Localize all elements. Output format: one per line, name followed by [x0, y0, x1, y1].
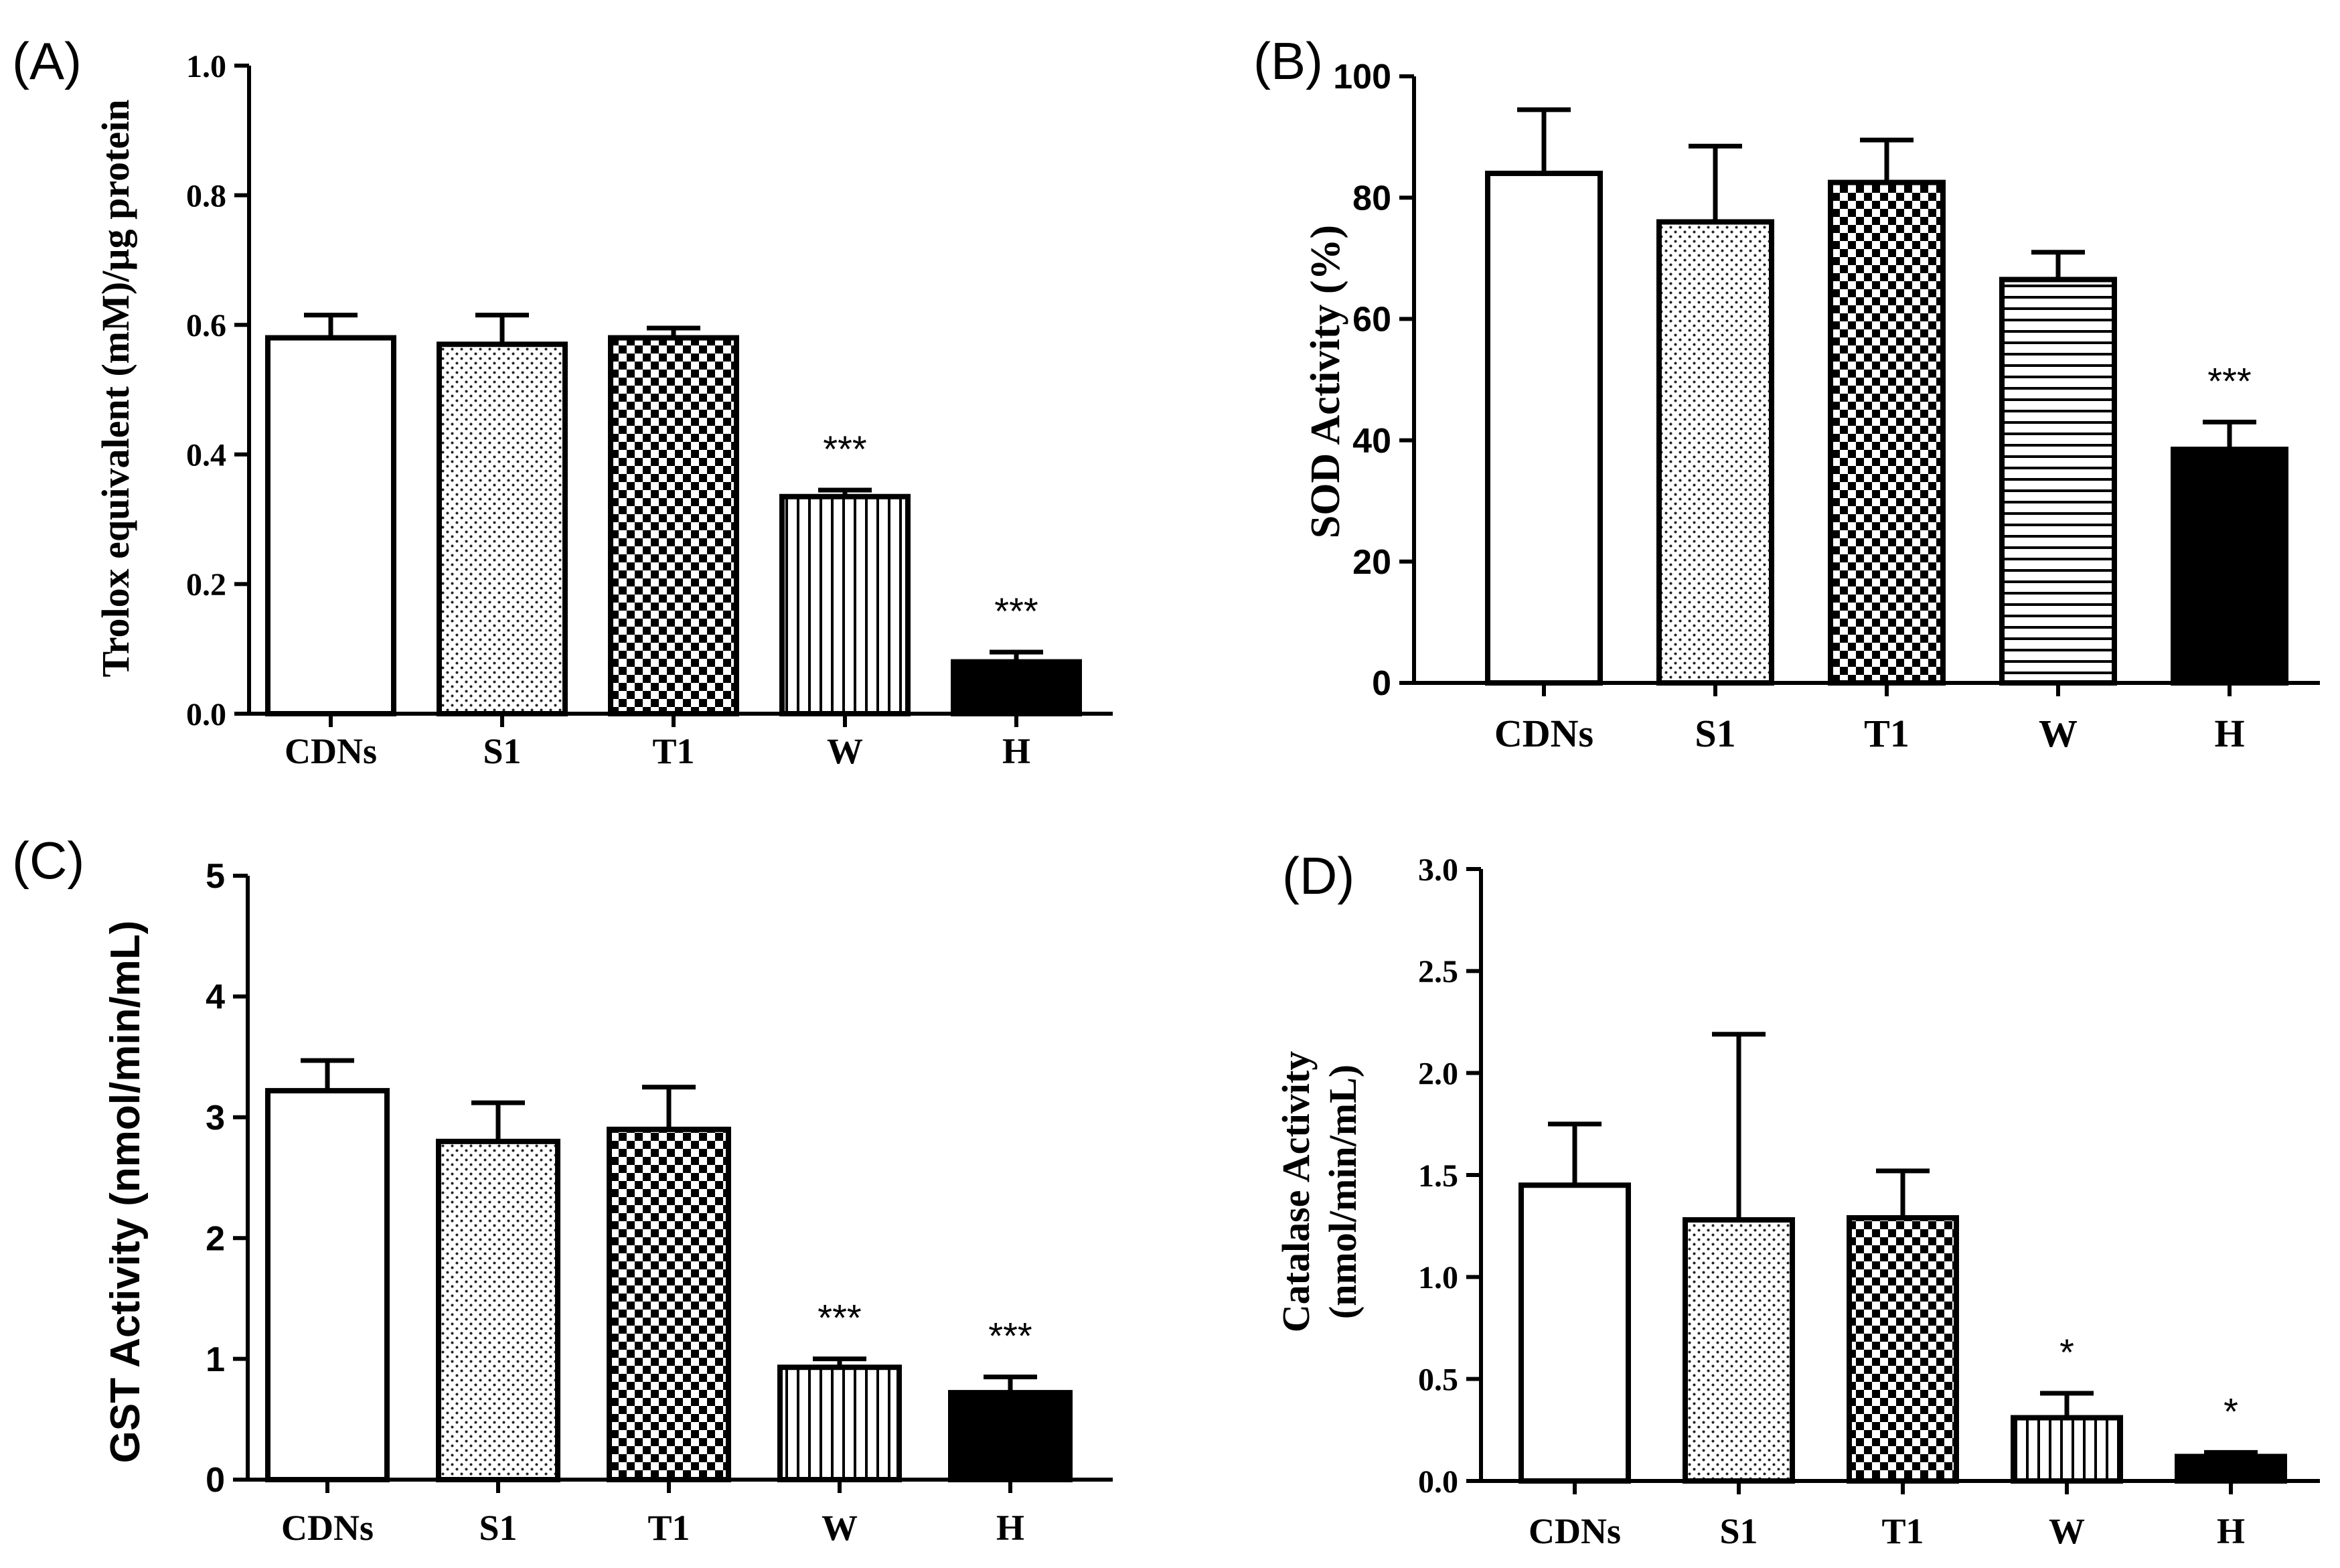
panel-c-bar-s1 [436, 1138, 560, 1482]
panel-a-y-tick-label: 0.4 [186, 438, 226, 473]
panel-d-y-tick-label: 0.0 [1418, 1464, 1458, 1500]
panel-c-y-tick-label: 4 [206, 978, 225, 1017]
panel-b-y-tick-label: 20 [1352, 543, 1391, 582]
panel-a-bar-h [951, 659, 1082, 716]
panel-a-plot: 0.0 0.2 0.4 0.6 0.8 1.0 CDNs S1 T1 W *** H *** [186, 49, 1113, 771]
panel-c-significance-mark: *** [988, 1315, 1032, 1357]
panel-a-x-tick-label: H [1002, 731, 1030, 771]
panel-d-x-tick-label: S1 [1719, 1511, 1758, 1551]
panel-a-bar-s1 [437, 341, 568, 716]
panel-d-significance-mark: * [2224, 1390, 2238, 1432]
panel-d-bar-t1 [1847, 1214, 1959, 1484]
panel-a: (A) Trolox equivalent (mM)/µg protein 0.… [12, 31, 1113, 771]
panel-c-x-tick-label: S1 [479, 1508, 517, 1548]
panel-c-x-tick-label: W [822, 1508, 858, 1548]
panel-c-y-tick-label: 5 [206, 857, 225, 896]
panel-d-bar-cdns [1518, 1182, 1631, 1484]
panel-c-bar-h [948, 1390, 1073, 1483]
panel-a-bar-cdns [265, 335, 396, 716]
panel-c-bar-t1 [607, 1126, 731, 1482]
panel-b-label: (B) [1253, 31, 1323, 90]
panel-b-y-tick-label: 80 [1352, 179, 1391, 218]
panel-c-plot: 0 1 2 3 4 5 CDNs S1 T1 W *** H *** [206, 857, 1113, 1548]
panel-b-y-tick-label: 60 [1352, 301, 1391, 339]
panel-c-y-tick-label: 2 [206, 1219, 225, 1258]
panel-d-significance-mark: * [2059, 1331, 2074, 1373]
panel-b-bar-s1 [1656, 219, 1774, 686]
panel-d-plot: 0.0 0.5 1.0 1.5 2.0 2.5 3.0 CDNs S1 T1 W * H * [1418, 852, 2320, 1551]
panel-b-x-tick-label: T1 [1864, 712, 1909, 755]
panel-c-ylabel: GST Activity (nmol/min/mL) [102, 921, 149, 1464]
panel-d-ylabel: Catalase Activity [1274, 1051, 1318, 1332]
panel-d-bar-h [2175, 1454, 2287, 1484]
panel-c-x-tick-label: H [996, 1508, 1024, 1548]
panel-b-x-tick-label: CDNs [1494, 712, 1593, 755]
panel-b-y-tick-label: 40 [1352, 422, 1391, 461]
panel-c-bar-cdns [265, 1088, 390, 1483]
panel-a-y-tick-label: 1.0 [186, 49, 226, 84]
panel-a-y-tick-label: 0.6 [186, 308, 226, 343]
panel-c-y-tick-label: 3 [206, 1099, 225, 1138]
panel-d-y-tick-label: 3.0 [1418, 852, 1458, 888]
panel-d-y-tick-label: 1.0 [1418, 1260, 1458, 1296]
panel-b-y-tick-label: 100 [1333, 58, 1391, 96]
panel-a-x-tick-label: W [827, 731, 863, 771]
panel-d-y-tick-label: 0.5 [1418, 1362, 1458, 1397]
panel-b-bar-h [2171, 447, 2288, 686]
panel-d-x-tick-label: T1 [1881, 1511, 1924, 1551]
panel-a-bar-t1 [608, 335, 739, 716]
panel-d-y-tick-label: 2.5 [1418, 954, 1458, 990]
panel-d-bar-w [2011, 1415, 2123, 1484]
panel-b-y-tick-label: 0 [1372, 664, 1391, 703]
panel-a-label: (A) [12, 31, 82, 90]
panel-d-y-tick-label: 2.0 [1418, 1056, 1458, 1091]
panel-d-y-tick-label: 1.5 [1418, 1158, 1458, 1194]
panel-b-x-tick-label: W [2039, 712, 2078, 755]
panel-a-x-tick-label: T1 [652, 731, 694, 771]
panel-a-x-tick-label: S1 [483, 731, 521, 771]
panel-d-bar-s1 [1683, 1217, 1795, 1484]
panel-b-bar-w [1999, 277, 2117, 686]
panel-b-significance-mark: *** [2207, 360, 2251, 402]
panel-a-significance-mark: *** [994, 590, 1038, 632]
panel-c-y-tick-label: 0 [206, 1461, 225, 1500]
panel-b-x-tick-label: S1 [1695, 712, 1735, 755]
panel-d: (D) Catalase Activity (nmol/min/mL) 0.00… [1274, 846, 2320, 1551]
panel-a-x-tick-label: CDNs [285, 731, 377, 771]
panel-d-label: (D) [1282, 846, 1354, 905]
panel-d-x-tick-label: H [2217, 1511, 2245, 1551]
panel-a-bar-w [779, 493, 911, 716]
panel-c-x-tick-label: T1 [647, 1508, 690, 1548]
panel-b-bar-cdns [1485, 170, 1603, 686]
panel-c-x-tick-label: CDNs [281, 1508, 374, 1548]
panel-a-y-tick-label: 0.2 [186, 567, 226, 603]
panel-d-ylabel-units: (nmol/min/mL) [1321, 1065, 1364, 1319]
panel-c-label: (C) [12, 831, 84, 890]
panel-c-significance-mark: *** [817, 1297, 861, 1339]
panel-b-bar-t1 [1828, 179, 1946, 686]
panel-c-y-tick-label: 1 [206, 1340, 225, 1379]
panel-a-y-tick-label: 0.0 [186, 697, 226, 732]
panel-c: (C) GST Activity (nmol/min/mL) 0 1 2 3 4 5 CDN… [12, 831, 1113, 1548]
panel-b-plot: 0 20 40 60 80 100 CDNs S1 T1 W H *** [1333, 58, 2320, 755]
panel-a-significance-mark: *** [823, 428, 866, 470]
panel-d-x-tick-label: W [2049, 1511, 2085, 1551]
panel-a-y-tick-label: 0.8 [186, 178, 226, 214]
panel-b-ylabel: SOD Activity (%) [1303, 225, 1348, 538]
panel-d-x-tick-label: CDNs [1529, 1511, 1621, 1551]
panel-c-bar-w [777, 1364, 902, 1483]
panel-b: (B) SOD Activity (%) 0 20 40 60 80 100 CDNs S1 T… [1253, 31, 2320, 755]
panel-a-ylabel: Trolox equivalent (mM)/µg protein [94, 99, 137, 677]
panel-b-x-tick-label: H [2214, 712, 2244, 755]
